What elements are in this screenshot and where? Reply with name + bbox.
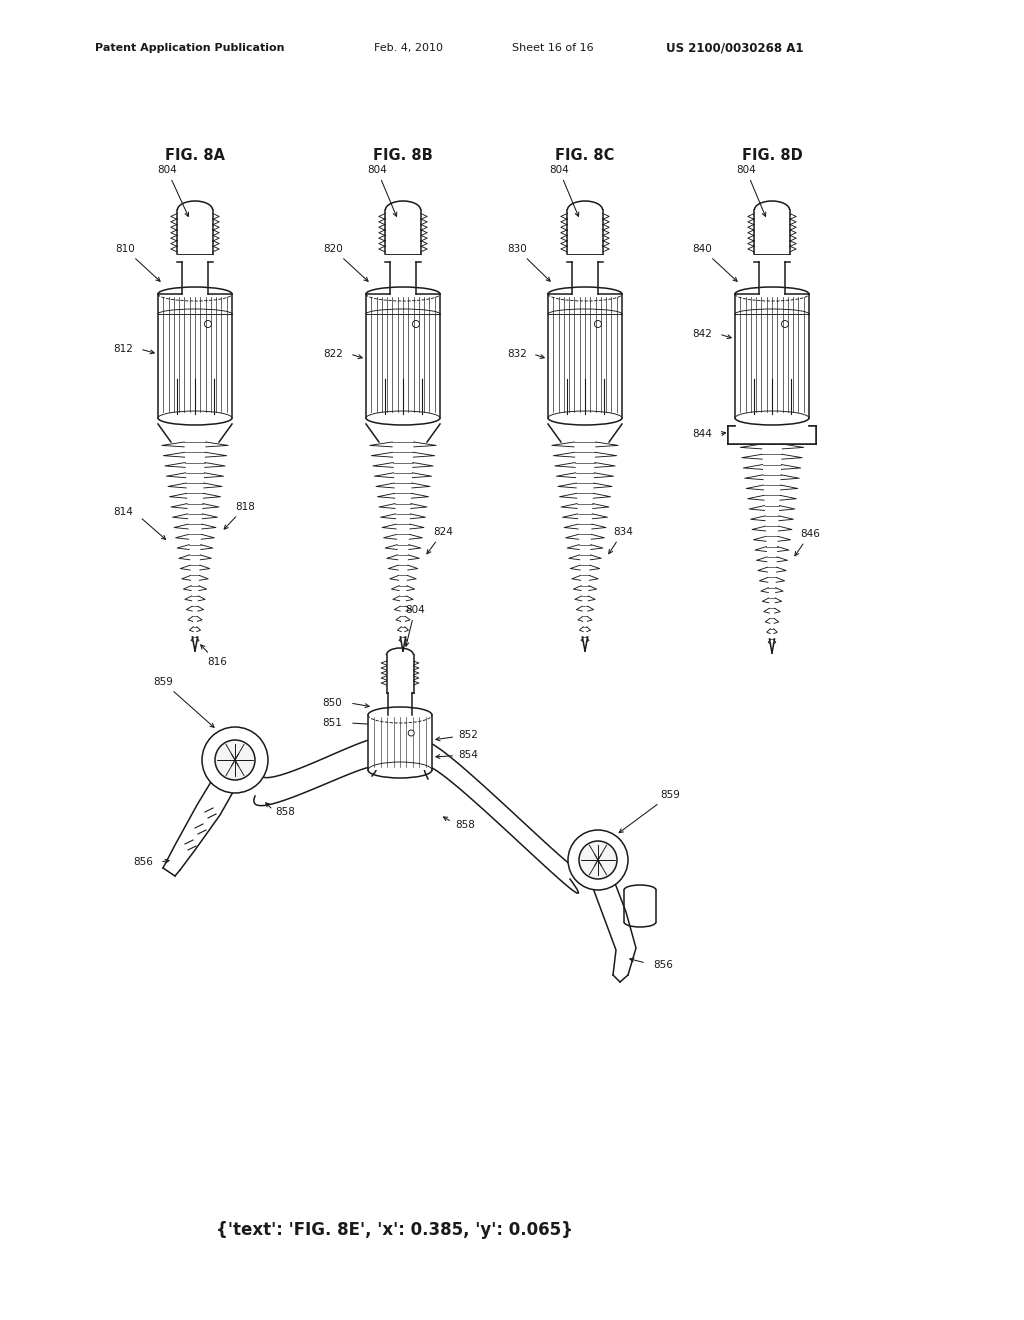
Text: 840: 840 xyxy=(692,244,737,281)
Text: 804: 804 xyxy=(368,165,396,216)
Text: 844: 844 xyxy=(692,429,712,440)
Text: 816: 816 xyxy=(201,645,227,667)
Text: 804: 804 xyxy=(549,165,579,216)
Text: 859: 859 xyxy=(620,789,680,833)
Text: 858: 858 xyxy=(275,807,295,817)
Circle shape xyxy=(215,741,255,780)
Text: 851: 851 xyxy=(323,718,342,729)
Text: 858: 858 xyxy=(455,820,475,830)
Text: Feb. 4, 2010: Feb. 4, 2010 xyxy=(374,42,442,53)
Text: 810: 810 xyxy=(116,244,160,281)
Circle shape xyxy=(202,727,268,793)
Text: 820: 820 xyxy=(324,244,368,281)
Text: 854: 854 xyxy=(436,750,478,760)
Circle shape xyxy=(595,321,601,327)
Text: 822: 822 xyxy=(324,348,343,359)
Text: 856: 856 xyxy=(133,857,153,867)
Text: 850: 850 xyxy=(323,698,342,708)
Text: 812: 812 xyxy=(113,345,133,354)
Text: 830: 830 xyxy=(507,244,550,281)
Text: 832: 832 xyxy=(507,348,527,359)
Text: FIG. 8C: FIG. 8C xyxy=(555,148,614,162)
Text: FIG. 8D: FIG. 8D xyxy=(741,148,803,162)
Text: {'text': 'FIG. 8E', 'x': 0.385, 'y': 0.065}: {'text': 'FIG. 8E', 'x': 0.385, 'y': 0.0… xyxy=(216,1221,572,1239)
Text: 804: 804 xyxy=(736,165,766,216)
Text: 818: 818 xyxy=(224,502,255,529)
Text: Patent Application Publication: Patent Application Publication xyxy=(95,42,285,53)
Text: 814: 814 xyxy=(113,507,133,517)
Text: 842: 842 xyxy=(692,329,712,339)
Text: 804: 804 xyxy=(404,605,425,647)
Text: 856: 856 xyxy=(653,960,673,970)
Text: 852: 852 xyxy=(436,730,478,741)
Text: 859: 859 xyxy=(154,677,214,727)
Text: 846: 846 xyxy=(795,529,820,556)
Circle shape xyxy=(409,730,414,737)
Text: FIG. 8A: FIG. 8A xyxy=(165,148,225,162)
Circle shape xyxy=(579,841,617,879)
Text: 834: 834 xyxy=(609,527,633,553)
Circle shape xyxy=(413,321,420,327)
Text: US 2100/0030268 A1: US 2100/0030268 A1 xyxy=(666,41,803,54)
Text: 824: 824 xyxy=(427,527,453,554)
Circle shape xyxy=(568,830,628,890)
Bar xyxy=(368,715,432,770)
Bar xyxy=(728,426,816,444)
Text: FIG. 8B: FIG. 8B xyxy=(373,148,433,162)
Circle shape xyxy=(205,321,211,327)
Text: Sheet 16 of 16: Sheet 16 of 16 xyxy=(512,42,594,53)
Text: 804: 804 xyxy=(158,165,188,216)
Circle shape xyxy=(781,321,788,327)
